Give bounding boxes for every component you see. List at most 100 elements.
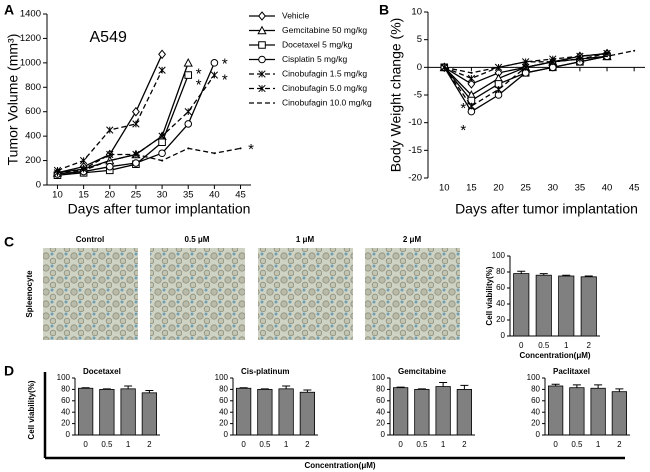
x-tick-label: 20	[493, 183, 504, 194]
micrograph-label: 1 μM	[296, 235, 315, 244]
legend-label: Cinobufagin 5.0 mg/kg	[282, 83, 367, 93]
y-axis-label: Tumor Volume (mm³)	[5, 34, 21, 166]
error-bar	[282, 385, 291, 389]
error-bar	[439, 382, 448, 387]
bar	[99, 388, 115, 436]
bar	[278, 388, 294, 436]
y-tick-label: 0	[536, 430, 541, 439]
y-tick-label: -20	[408, 173, 422, 184]
y-tick-label: 40	[61, 407, 70, 416]
point	[578, 58, 581, 61]
micrograph-label: 2 μM	[403, 235, 422, 244]
y-tick-label: 0	[66, 430, 71, 439]
error-bar	[417, 388, 426, 390]
y-tick-label: 80	[531, 385, 540, 394]
x-tick-label: 25	[520, 183, 531, 194]
point	[606, 55, 609, 58]
row-label: Spleenocyte	[25, 270, 34, 318]
annotation: *	[222, 56, 228, 73]
point	[82, 169, 85, 172]
y-tick-label: -10	[408, 117, 422, 128]
x-tick-label: 0	[241, 440, 246, 449]
error-bar	[260, 388, 269, 390]
x-axis-label: Days after tumor implantation	[68, 201, 251, 217]
point	[494, 91, 503, 99]
bar	[392, 387, 409, 436]
point	[108, 159, 111, 162]
y-axis-label: Cell viability(%)	[485, 266, 494, 325]
bar	[78, 387, 94, 436]
y-tick-label: 0	[381, 430, 386, 439]
y-tick-label: 20	[531, 419, 540, 428]
y-tick-label: 60	[496, 283, 505, 292]
x-tick-label: 2	[147, 440, 152, 449]
x-tick-label: 0.5	[101, 440, 113, 449]
x-axis-label: Days after tumor implantation	[455, 201, 638, 217]
point	[158, 66, 166, 74]
x-tick-label: 10	[439, 183, 450, 194]
point	[187, 147, 190, 150]
y-tick-label: 80	[219, 385, 228, 394]
panel-label: A	[4, 2, 14, 18]
y-tick-label: 60	[531, 396, 540, 405]
point	[470, 71, 473, 74]
point	[210, 71, 219, 79]
annotation: *	[196, 76, 202, 93]
point	[158, 138, 166, 147]
y-axis-label: Body Weight change (%)	[388, 18, 404, 173]
y-tick-label: 1400	[20, 9, 41, 20]
bar	[569, 387, 585, 436]
y-tick-label: 60	[376, 396, 385, 405]
y-tick-label: 100	[372, 373, 386, 382]
x-tick-label: 35	[183, 190, 194, 201]
legend-marker	[257, 25, 267, 35]
x-tick-label: 40	[602, 183, 613, 194]
point	[213, 152, 216, 155]
point	[633, 49, 636, 52]
y-tick-label: 20	[376, 419, 385, 428]
point	[494, 85, 503, 94]
point	[184, 120, 193, 128]
x-tick-label: 35	[575, 183, 586, 194]
point	[521, 69, 530, 77]
x-axis-label: Concentration(μM)	[519, 351, 590, 360]
error-bar	[81, 387, 90, 389]
legend-marker	[258, 41, 266, 49]
y-tick-label: 100	[492, 251, 506, 260]
x-tick-label: 0.5	[538, 341, 550, 350]
bar	[535, 274, 552, 337]
point	[79, 156, 88, 165]
y-tick-label: -5	[414, 90, 422, 101]
annotation: *	[196, 65, 202, 82]
x-tick-label: 10	[52, 190, 63, 201]
error-bar	[145, 390, 154, 393]
error-bar	[460, 384, 469, 390]
x-axis-label: Concentration(μM)	[304, 461, 375, 470]
point	[132, 120, 140, 128]
point	[467, 79, 476, 89]
point	[548, 63, 557, 72]
error-bar	[517, 270, 526, 274]
x-tick-label: 0.5	[571, 440, 583, 449]
point	[132, 159, 140, 167]
chart-title: Docetaxel	[83, 367, 121, 376]
bar	[513, 273, 530, 337]
legend-label: Vehicle	[282, 10, 310, 20]
point	[521, 63, 530, 71]
y-tick-label: 40	[219, 407, 228, 416]
y-tick-label: 600	[25, 106, 41, 117]
error-bar	[239, 387, 248, 389]
point	[106, 150, 114, 159]
y-axis-label: Cell viability(%)	[27, 380, 36, 439]
y-tick-label: 0	[417, 62, 422, 73]
x-tick-label: 30	[157, 190, 168, 201]
chart-title: A549	[90, 29, 127, 46]
y-tick-label: 20	[496, 315, 505, 324]
legend-label: Cinobufagin 1.5 mg/kg	[282, 68, 367, 78]
y-tick-label: 40	[376, 407, 385, 416]
y-tick-label: 100	[527, 373, 541, 382]
micrograph	[43, 248, 138, 340]
bar	[141, 392, 157, 436]
x-tick-label: 2	[462, 440, 467, 449]
x-tick-label: 1	[441, 440, 446, 449]
